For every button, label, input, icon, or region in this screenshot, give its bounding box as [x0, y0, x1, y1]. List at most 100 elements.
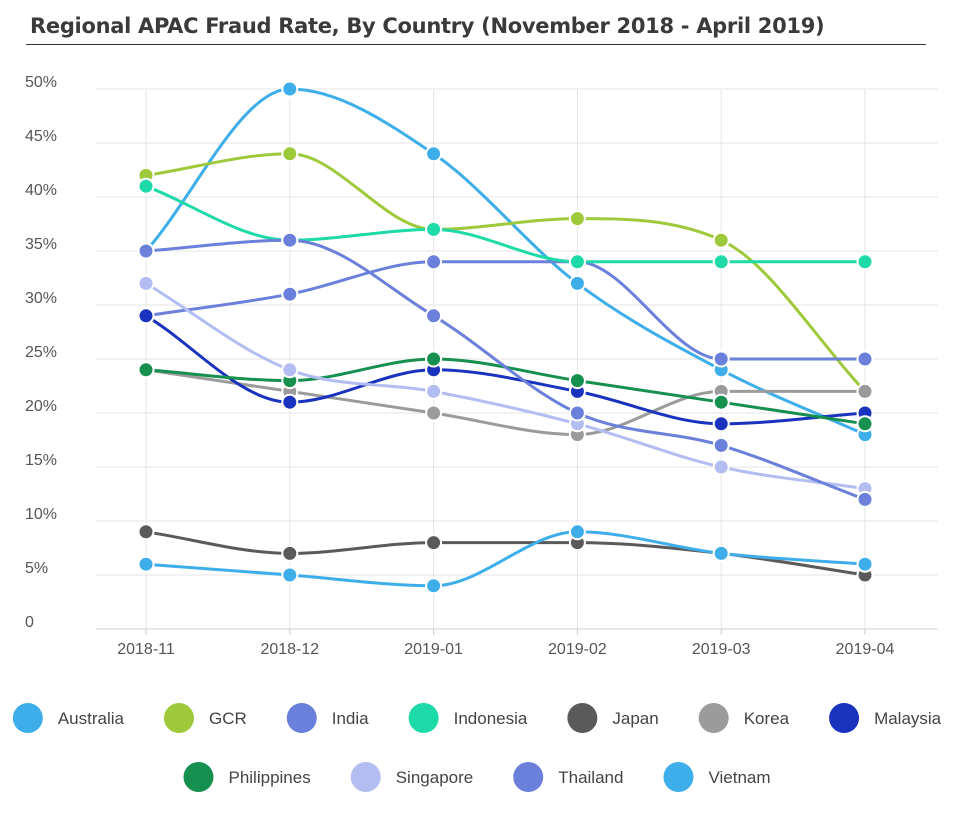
data-point-vietnam[interactable]	[568, 523, 586, 541]
data-point-india[interactable]	[856, 350, 874, 368]
legend-item-japan[interactable]: Japan	[567, 703, 659, 733]
y-tick-label: 40%	[25, 182, 57, 199]
data-point-singapore[interactable]	[281, 361, 299, 379]
data-point-japan[interactable]	[281, 544, 299, 562]
data-point-vietnam[interactable]	[281, 566, 299, 584]
y-tick-label: 35%	[25, 236, 57, 253]
legend-item-thailand[interactable]: Thailand	[513, 762, 623, 792]
data-point-philippines[interactable]	[856, 415, 874, 433]
legend-item-indonesia[interactable]: Indonesia	[408, 703, 528, 733]
data-point-vietnam[interactable]	[712, 544, 730, 562]
legend-label: Thailand	[558, 768, 623, 787]
data-point-vietnam[interactable]	[856, 555, 874, 573]
legend-marker	[163, 703, 194, 733]
legend-marker	[567, 703, 598, 733]
data-point-japan[interactable]	[425, 534, 443, 552]
data-point-indonesia[interactable]	[568, 253, 586, 271]
series-line-australia	[144, 87, 867, 437]
data-point-indonesia[interactable]	[856, 253, 874, 271]
series-line-japan	[144, 530, 867, 577]
legend-label: Indonesia	[454, 709, 528, 728]
data-point-singapore[interactable]	[712, 458, 730, 476]
legend-label: Vietnam	[708, 768, 770, 787]
data-point-gcr[interactable]	[568, 210, 586, 228]
legend-marker	[698, 703, 729, 733]
x-axis: 2018-11 2018-12 2019-01 2019-02 2019-03 2019-…	[117, 629, 894, 658]
legend-label: Philippines	[228, 768, 310, 787]
series-lines	[144, 87, 867, 588]
data-point-malaysia[interactable]	[137, 307, 155, 325]
data-point-thailand[interactable]	[856, 490, 874, 508]
data-point-thailand[interactable]	[712, 436, 730, 454]
data-point-korea[interactable]	[856, 382, 874, 400]
data-point-thailand[interactable]	[425, 307, 443, 325]
series-line-singapore	[144, 281, 867, 491]
legend-item-australia[interactable]: Australia	[12, 703, 125, 733]
series-line-indonesia	[144, 184, 867, 264]
data-point-singapore[interactable]	[137, 274, 155, 292]
data-point-indonesia[interactable]	[712, 253, 730, 271]
legend-marker	[12, 703, 43, 733]
y-tick-label: 0	[25, 614, 34, 631]
legend-item-gcr[interactable]: GCR	[163, 703, 247, 733]
x-tick-label: 2018-11	[117, 641, 175, 658]
data-point-thailand[interactable]	[137, 242, 155, 260]
y-tick-label: 45%	[25, 128, 57, 145]
data-point-india[interactable]	[281, 285, 299, 303]
data-point-thailand[interactable]	[568, 404, 586, 422]
data-point-australia[interactable]	[568, 274, 586, 292]
x-tick-label: 2018-12	[260, 641, 319, 658]
legend-label: Malaysia	[874, 709, 942, 728]
legend-label: Korea	[744, 709, 790, 728]
data-point-gcr[interactable]	[712, 231, 730, 249]
data-point-australia[interactable]	[281, 80, 299, 98]
legend-marker	[829, 703, 860, 733]
x-tick-label: 2019-03	[692, 641, 751, 658]
data-point-gcr[interactable]	[281, 145, 299, 163]
data-point-philippines[interactable]	[137, 361, 155, 379]
grid	[96, 88, 938, 630]
data-point-singapore[interactable]	[425, 382, 443, 400]
data-point-korea[interactable]	[425, 404, 443, 422]
legend-item-korea[interactable]: Korea	[698, 703, 790, 733]
series-line-india	[144, 260, 867, 361]
legend-marker	[350, 762, 381, 792]
data-point-malaysia[interactable]	[281, 393, 299, 411]
legend-label: India	[332, 709, 369, 728]
data-point-india[interactable]	[425, 253, 443, 271]
y-tick-label: 10%	[25, 506, 57, 523]
legend-item-singapore[interactable]: Singapore	[350, 762, 474, 792]
data-point-australia[interactable]	[425, 145, 443, 163]
chart-title: Regional APAC Fraud Rate, By Country (No…	[30, 14, 825, 38]
data-point-japan[interactable]	[137, 523, 155, 541]
legend-item-vietnam[interactable]: Vietnam	[663, 762, 771, 792]
data-point-india[interactable]	[712, 350, 730, 368]
data-point-philippines[interactable]	[712, 393, 730, 411]
y-tick-label: 30%	[25, 290, 57, 307]
series-line-malaysia	[144, 314, 867, 426]
legend-marker	[286, 703, 317, 733]
data-point-thailand[interactable]	[281, 231, 299, 249]
legend-item-india[interactable]: India	[286, 703, 369, 733]
data-point-indonesia[interactable]	[425, 220, 443, 238]
series-line-thailand	[144, 238, 867, 501]
y-tick-label: 20%	[25, 398, 57, 415]
data-point-philippines[interactable]	[568, 372, 586, 390]
legend-marker	[513, 762, 544, 792]
y-tick-label: 25%	[25, 344, 57, 361]
legend-label: Australia	[58, 709, 125, 728]
legend-item-malaysia[interactable]: Malaysia	[829, 703, 942, 733]
data-point-vietnam[interactable]	[425, 577, 443, 595]
data-point-malaysia[interactable]	[712, 415, 730, 433]
series-line-gcr	[144, 152, 867, 393]
data-point-philippines[interactable]	[425, 350, 443, 368]
legend-label: Singapore	[396, 768, 474, 787]
legend-label: GCR	[209, 709, 247, 728]
y-tick-label: 50%	[25, 74, 57, 91]
legend-label: Japan	[612, 709, 658, 728]
legend-item-philippines[interactable]: Philippines	[183, 762, 311, 792]
series-line-vietnam	[144, 530, 867, 588]
data-point-vietnam[interactable]	[137, 555, 155, 573]
data-point-indonesia[interactable]	[137, 177, 155, 195]
